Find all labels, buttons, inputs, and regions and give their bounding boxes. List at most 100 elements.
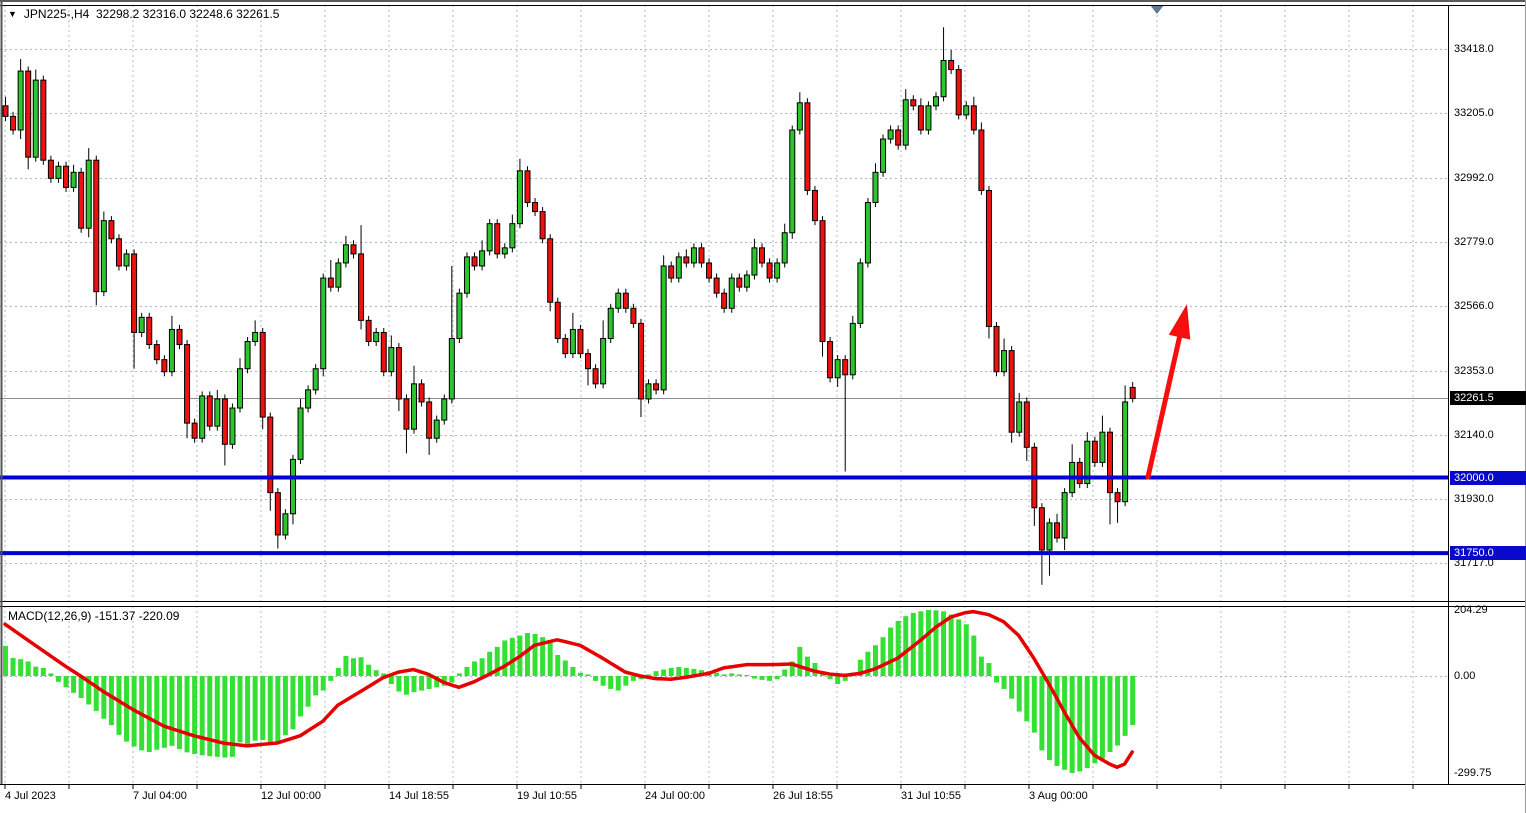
candle-bull — [373, 331, 380, 343]
candle-bear — [221, 398, 228, 445]
candle-bear — [426, 401, 433, 439]
macd-bar — [1062, 676, 1068, 770]
candle-bull — [85, 159, 92, 229]
support-lines[interactable] — [0, 475, 1448, 556]
macd-bar — [1077, 676, 1083, 772]
candle-bull — [925, 105, 932, 131]
macd-bar — [729, 673, 735, 676]
macd-bar — [570, 666, 576, 676]
candle-bull — [463, 256, 470, 294]
price-axis-label: 32140.0 — [1454, 429, 1494, 442]
candle-bull — [32, 79, 39, 158]
candle-bear — [819, 220, 826, 343]
price-axis-label: 32566.0 — [1454, 300, 1494, 313]
macd-bar — [237, 676, 243, 743]
candle-bear — [895, 129, 902, 146]
price-axis-label: 31930.0 — [1454, 492, 1494, 505]
macd-axis-label: 204.29 — [1454, 603, 1488, 616]
time-axis-label: 4 Jul 2023 — [5, 790, 56, 802]
symbol-dropdown-icon[interactable]: ▼ — [8, 9, 17, 19]
price-badge-31750.0: 31750.0 — [1450, 546, 1526, 561]
candle-bull — [789, 129, 796, 234]
macd-bar — [948, 614, 954, 676]
candle-bull — [123, 253, 130, 267]
candle-bear — [47, 159, 54, 179]
price-axis-label: 33418.0 — [1454, 43, 1494, 55]
macd-bar — [925, 610, 931, 676]
macd-bar — [691, 668, 697, 676]
candle-bull — [388, 347, 395, 373]
candle-bear — [267, 416, 274, 494]
candle-bear — [380, 331, 387, 373]
macd-bar — [608, 676, 614, 689]
candle-bear — [395, 347, 402, 400]
candle-bear — [115, 238, 122, 267]
price-axis-label: 33205.0 — [1454, 107, 1494, 120]
trend-arrow[interactable] — [1145, 304, 1191, 480]
macd-bar — [986, 663, 992, 676]
macd-bar — [184, 676, 190, 753]
price-axis-label: 32353.0 — [1454, 364, 1494, 377]
macd-bar — [835, 676, 841, 685]
candle-bear — [1023, 401, 1030, 448]
candle-bull — [645, 383, 652, 400]
macd-bar — [797, 646, 803, 676]
candle-bull — [675, 256, 682, 279]
candle-bear — [365, 319, 372, 343]
candle-bull — [569, 328, 576, 355]
macd-bar — [245, 676, 251, 744]
candle-bear — [153, 344, 160, 361]
candle-bear — [403, 398, 410, 430]
candle-bear — [93, 159, 100, 293]
macd-bar — [71, 676, 77, 693]
candle-bull — [940, 59, 947, 98]
candle-bear — [804, 102, 811, 191]
ohlc-values: 32298.2 32316.0 32248.6 32261.5 — [95, 7, 280, 21]
candle-bull — [872, 171, 879, 204]
chart-shift-marker-icon[interactable] — [1150, 5, 1164, 14]
candle-bear — [40, 79, 47, 161]
candle-bear — [108, 220, 115, 240]
candle-bull — [289, 458, 296, 515]
macd-bar — [275, 676, 281, 744]
macd-bar — [328, 676, 334, 681]
candle-bear — [1038, 507, 1045, 551]
candle-bull — [441, 398, 448, 421]
macd-bar — [449, 676, 455, 683]
macd-bar — [555, 654, 561, 676]
candle-bull — [600, 338, 607, 385]
macd-bar — [661, 669, 667, 676]
macd-bar — [252, 676, 258, 741]
macd-axis-label: 0.00 — [1454, 670, 1476, 682]
candle-bull — [486, 223, 493, 252]
candle-bull — [607, 307, 614, 340]
candle-bear — [350, 244, 357, 255]
candle-bear — [191, 422, 198, 439]
candle-bear — [585, 353, 592, 370]
candle-bear — [1106, 431, 1113, 494]
candle-bull — [501, 247, 508, 255]
candlestick-series[interactable] — [2, 27, 1136, 585]
macd-bar — [494, 646, 500, 676]
price-badge-32261.5: 32261.5 — [1450, 391, 1526, 406]
macd-bar — [40, 667, 46, 676]
candle-bull — [456, 292, 463, 340]
macd-bar — [1031, 676, 1037, 733]
candle-bull — [509, 223, 516, 249]
candle-bear — [259, 331, 266, 418]
candle-bear — [630, 307, 637, 324]
candle-bear — [592, 368, 599, 385]
candle-bull — [887, 129, 894, 140]
candle-bear — [418, 383, 425, 403]
macd-bar — [744, 675, 750, 677]
time-axis-label: 24 Jul 00:00 — [645, 790, 705, 802]
candle-bear — [524, 170, 531, 204]
candle-bear — [668, 265, 675, 279]
candle-bull — [138, 316, 145, 333]
candle-bear — [637, 322, 644, 400]
candle-bear — [970, 105, 977, 131]
candle-bull — [743, 274, 750, 288]
candle-bear — [577, 328, 584, 355]
macd-bar — [366, 664, 372, 676]
